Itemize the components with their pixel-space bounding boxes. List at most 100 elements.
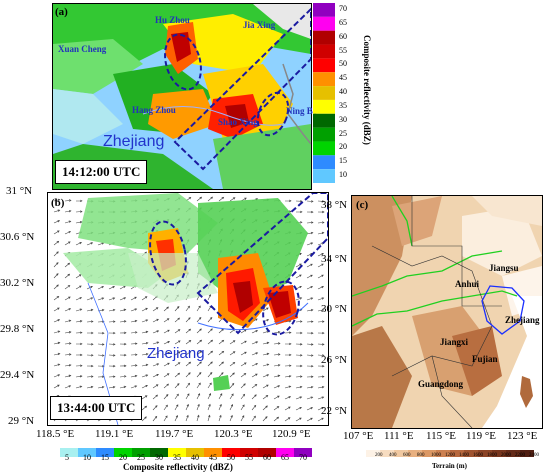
wind-arrow — [141, 307, 148, 312]
wind-arrow — [86, 354, 94, 357]
panel-a-colorbar-tick: 20 — [339, 142, 347, 152]
wind-arrow — [185, 414, 189, 422]
city-shao-xing: Shao Xing — [218, 117, 258, 127]
wind-arrow — [317, 354, 325, 357]
panel-a-colorbar-tick: 40 — [339, 87, 347, 97]
panel-b-region-label: Zhejiang — [147, 345, 205, 362]
wind-arrow — [185, 403, 189, 411]
wind-arrow — [53, 319, 61, 323]
wind-arrow — [119, 342, 127, 346]
wind-arrow — [86, 297, 94, 301]
wind-arrow — [240, 340, 247, 345]
panel-b-colorbar-tick: 35 — [173, 453, 181, 462]
wind-arrow — [273, 385, 281, 389]
panel-c-colorbar-tick: 2200 — [515, 453, 525, 458]
wind-arrow — [251, 383, 258, 389]
panel-c-colorbar-bin — [408, 450, 422, 457]
wind-arrow — [306, 200, 314, 203]
panel-c-colorbar-tick: 1800 — [487, 453, 497, 458]
wind-arrow — [75, 375, 83, 378]
wind-arrow — [53, 352, 61, 356]
wind-arrow — [130, 296, 137, 301]
panel-b-map — [47, 192, 329, 426]
wind-arrow — [273, 416, 280, 422]
wind-arrow — [284, 331, 292, 334]
wind-arrow — [163, 383, 169, 389]
wind-arrow — [317, 331, 325, 335]
wind-arrow — [174, 329, 181, 334]
wind-arrow — [196, 328, 202, 334]
wind-arrow — [262, 384, 269, 389]
panel-c-colorbar-tick: 800 — [417, 453, 425, 458]
wind-arrow — [317, 263, 324, 268]
panel-a-colorbar-tick: 55 — [339, 45, 347, 55]
wind-arrow — [295, 364, 303, 368]
wind-arrow — [273, 331, 281, 334]
wind-arrow — [196, 414, 200, 422]
wind-arrow — [185, 361, 192, 367]
panel-b-colorbar-bin — [132, 448, 150, 457]
panel-b-colorbar-bin — [222, 448, 240, 457]
wind-arrow — [97, 286, 105, 290]
wind-arrow — [64, 319, 72, 323]
wind-arrow — [152, 318, 159, 323]
panel-a-region-label: Zhejiang — [103, 133, 165, 150]
wind-arrow — [108, 375, 116, 378]
wind-arrow — [174, 340, 181, 345]
panel-a-colorbar-bin — [313, 72, 335, 87]
panel-c-label: (c) — [356, 199, 369, 211]
wind-arrow — [64, 374, 72, 378]
wind-arrow — [163, 415, 168, 422]
wind-arrow — [251, 404, 257, 411]
wind-arrow — [53, 251, 59, 257]
wind-arrow — [229, 393, 234, 400]
panel-c-ytick-1: 34 °N — [321, 253, 348, 265]
wind-arrow — [229, 372, 235, 378]
panel-b-ytick-0: 31 °N — [6, 185, 33, 197]
wind-arrow — [317, 308, 325, 312]
panel-b-colorbar-tick: 30 — [155, 453, 163, 462]
wind-arrow — [86, 242, 94, 246]
wind-arrow — [284, 353, 292, 357]
wind-arrow — [53, 240, 60, 246]
wind-arrow — [196, 316, 202, 323]
wind-arrow — [185, 351, 192, 356]
panel-a-colorbar-bin — [313, 86, 335, 100]
wind-arrow — [295, 297, 303, 301]
wind-arrow — [229, 404, 234, 411]
wind-arrow — [317, 286, 324, 290]
panel-c-colorbar-bin — [436, 450, 450, 457]
panel-a-map — [52, 3, 312, 190]
wind-arrow — [75, 331, 83, 334]
panel-b-colorbar-tick: 65 — [281, 453, 289, 462]
panel-c-colorbar — [366, 444, 534, 457]
wind-arrow — [262, 352, 270, 356]
wind-arrow — [185, 328, 192, 334]
wind-arrow — [64, 241, 71, 246]
panel-b-colorbar-title: Composite reflectivity (dBZ) — [123, 462, 233, 472]
panel-b-xtick-4: 120.9 °E — [272, 428, 311, 440]
wind-arrow — [317, 252, 324, 257]
wind-arrow — [119, 285, 126, 290]
panel-c-ytick-2: 30 °N — [321, 303, 348, 315]
panel-a-colorbar-bin — [313, 127, 335, 142]
wind-arrow — [53, 220, 61, 224]
wind-arrow — [251, 394, 257, 400]
panel-c-colorbar-bin — [380, 450, 394, 457]
wind-arrow — [152, 363, 160, 367]
wind-arrow — [141, 363, 149, 367]
panel-a-colorbar-tick: 35 — [339, 100, 347, 110]
wind-arrow — [306, 396, 314, 400]
wind-arrow — [141, 296, 148, 301]
wind-arrow — [218, 414, 222, 422]
wind-arrow — [130, 308, 138, 312]
wind-arrow — [75, 308, 83, 312]
wind-arrow — [53, 363, 61, 367]
wind-arrow — [284, 375, 292, 378]
panel-b-ytick-4: 29.4 °N — [0, 369, 35, 381]
wind-arrow — [196, 361, 202, 367]
wind-arrow — [64, 220, 72, 224]
panel-a-colorbar-title: Composite reflectivity (dBZ) — [362, 35, 372, 145]
wind-arrow — [240, 404, 245, 411]
wind-arrow — [306, 385, 314, 389]
